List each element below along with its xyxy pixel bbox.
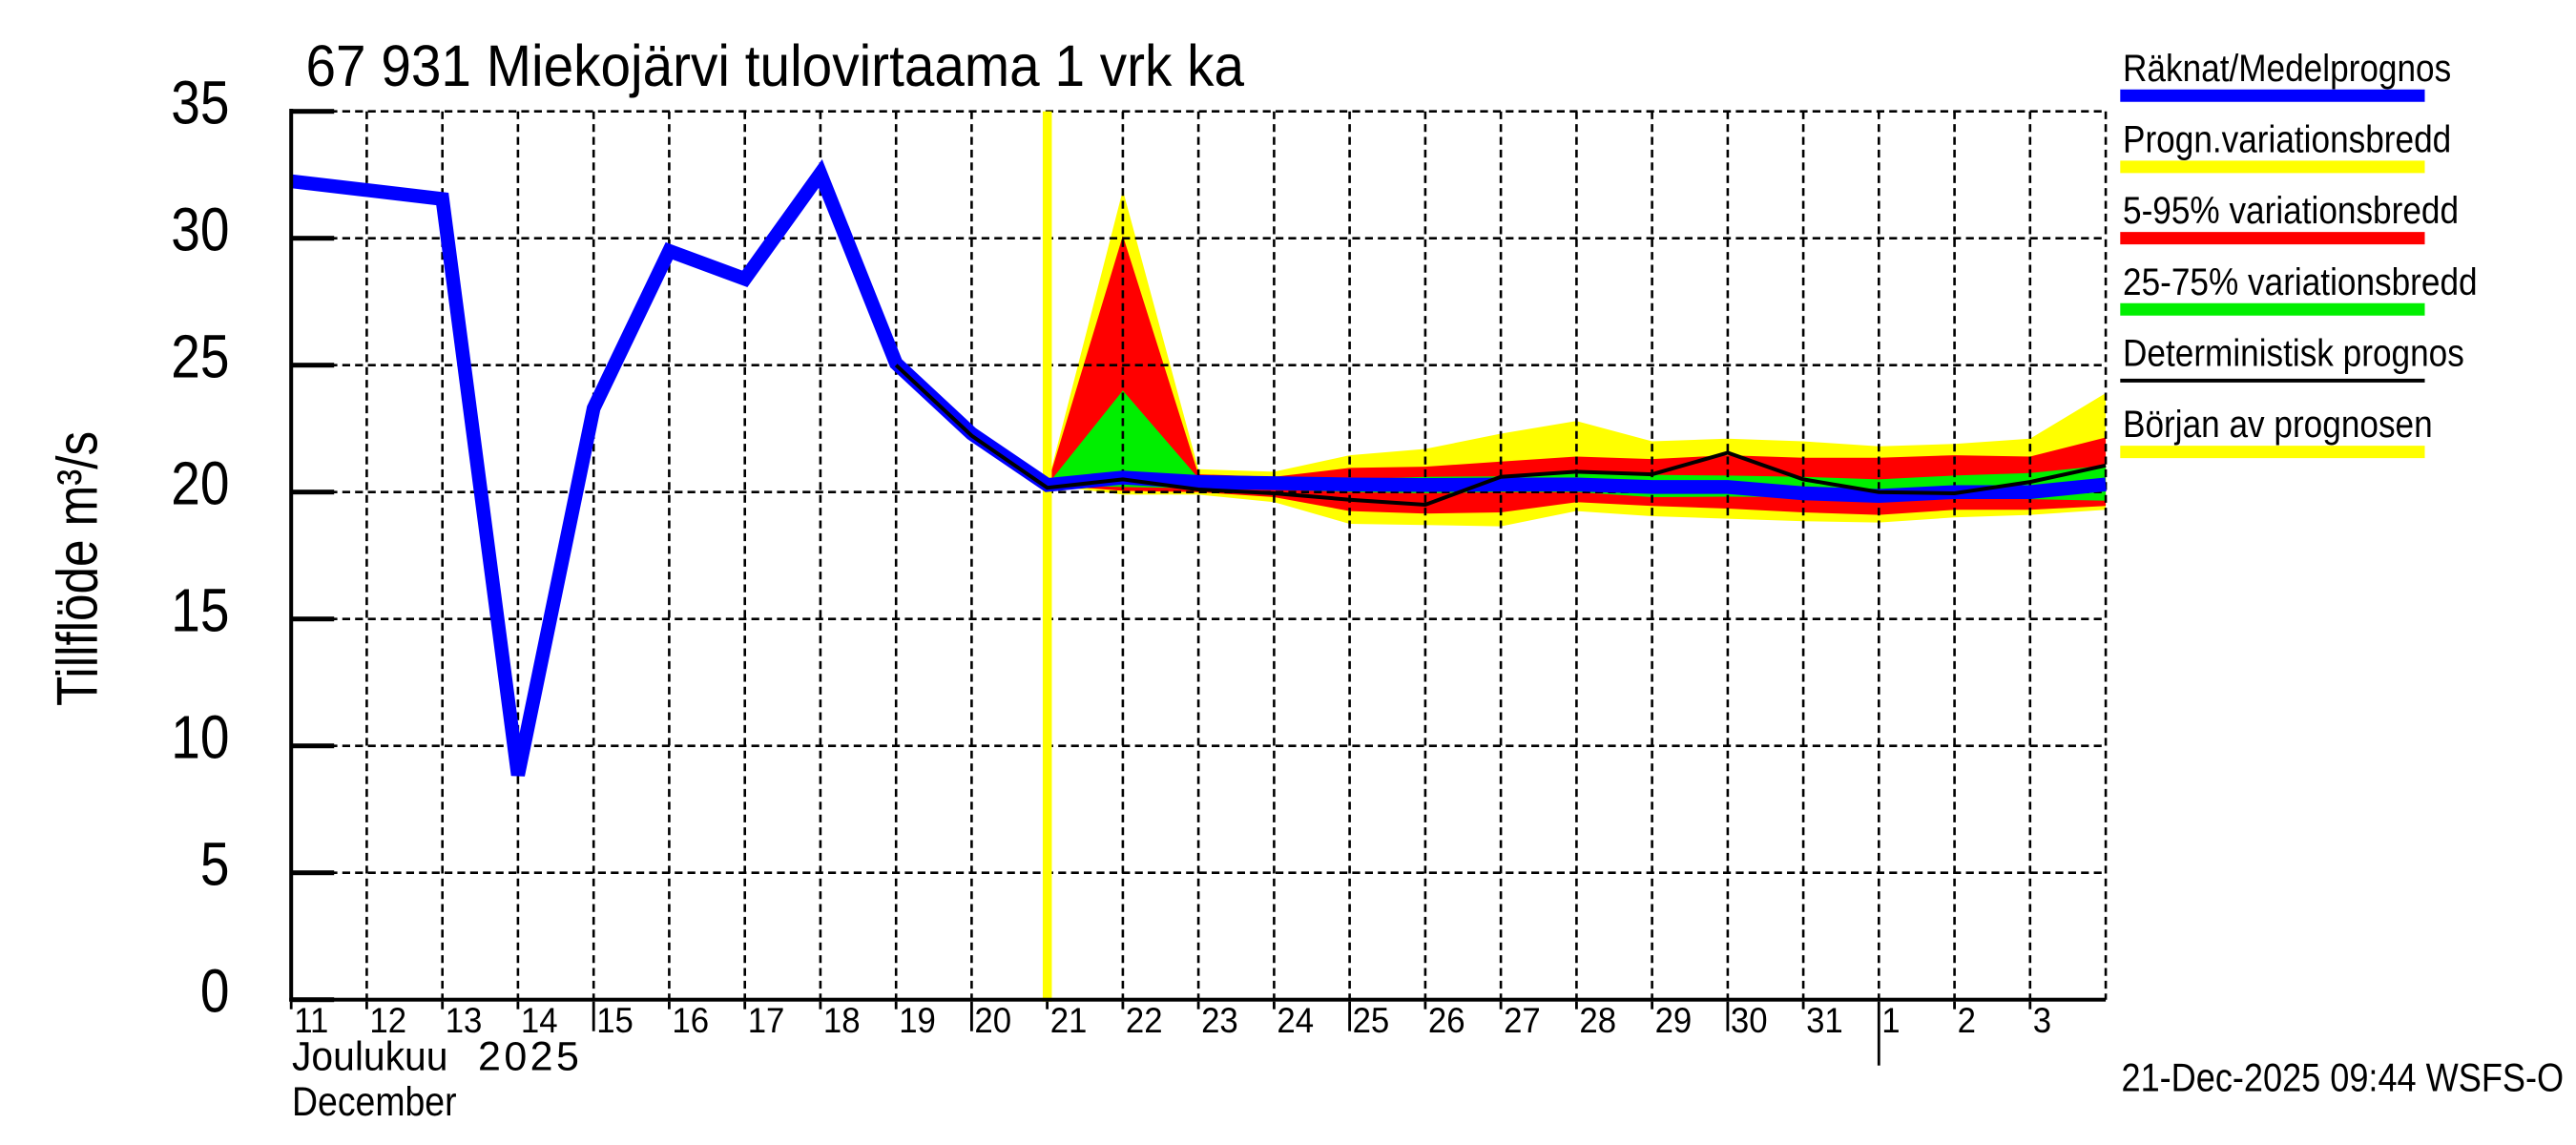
svg-text:26: 26 bbox=[1428, 1001, 1465, 1040]
svg-text:12: 12 bbox=[369, 1001, 406, 1040]
svg-text:10: 10 bbox=[171, 703, 229, 772]
svg-text:16: 16 bbox=[672, 1001, 709, 1040]
svg-text:18: 18 bbox=[823, 1001, 861, 1040]
svg-text:22: 22 bbox=[1126, 1001, 1163, 1040]
svg-text:28: 28 bbox=[1579, 1001, 1616, 1040]
svg-text:11: 11 bbox=[294, 1001, 328, 1040]
svg-text:Räknat/Medelprognos: Räknat/Medelprognos bbox=[2123, 47, 2451, 90]
svg-text:5-95% variationsbredd: 5-95% variationsbredd bbox=[2123, 189, 2459, 232]
svg-text:24: 24 bbox=[1277, 1001, 1314, 1040]
svg-text:17: 17 bbox=[748, 1001, 785, 1040]
svg-text:Deterministisk prognos: Deterministisk prognos bbox=[2123, 331, 2464, 374]
svg-text:31: 31 bbox=[1806, 1001, 1843, 1040]
svg-text:Progn.variationsbredd: Progn.variationsbredd bbox=[2123, 117, 2451, 160]
svg-text:Joulukuu: Joulukuu bbox=[292, 1032, 447, 1078]
svg-text:3: 3 bbox=[2033, 1001, 2051, 1040]
svg-text:15: 15 bbox=[171, 576, 229, 645]
svg-text:20: 20 bbox=[171, 449, 229, 518]
svg-text:5: 5 bbox=[200, 830, 230, 899]
svg-text:30: 30 bbox=[1731, 1001, 1768, 1040]
svg-text:20: 20 bbox=[974, 1001, 1011, 1040]
svg-text:25-75% variationsbredd: 25-75% variationsbredd bbox=[2123, 260, 2478, 303]
svg-text:13: 13 bbox=[446, 1001, 483, 1040]
svg-text:0: 0 bbox=[200, 957, 230, 1026]
svg-text:2: 2 bbox=[1958, 1001, 1976, 1040]
svg-text:Början av prognosen: Början av prognosen bbox=[2123, 403, 2433, 446]
svg-text:2025: 2025 bbox=[478, 1033, 582, 1079]
svg-text:25: 25 bbox=[171, 323, 229, 391]
svg-text:35: 35 bbox=[171, 69, 229, 137]
svg-text:Tillflöde m³/s: Tillflöde m³/s bbox=[46, 431, 110, 706]
svg-text:21: 21 bbox=[1050, 1001, 1088, 1040]
svg-text:27: 27 bbox=[1504, 1001, 1541, 1040]
svg-text:21-Dec-2025 09:44 WSFS-O: 21-Dec-2025 09:44 WSFS-O bbox=[2122, 1056, 2565, 1100]
svg-text:December: December bbox=[292, 1078, 457, 1124]
svg-text:15: 15 bbox=[596, 1001, 634, 1040]
svg-text:14: 14 bbox=[521, 1001, 558, 1040]
svg-text:67 931 Miekojärvi tulovirtaama: 67 931 Miekojärvi tulovirtaama 1 vrk ka bbox=[306, 34, 1245, 98]
svg-text:25: 25 bbox=[1353, 1001, 1390, 1040]
svg-text:30: 30 bbox=[171, 196, 229, 264]
svg-text:1: 1 bbox=[1881, 1001, 1900, 1040]
svg-text:23: 23 bbox=[1201, 1001, 1238, 1040]
svg-text:29: 29 bbox=[1655, 1001, 1693, 1040]
svg-text:19: 19 bbox=[899, 1001, 936, 1040]
